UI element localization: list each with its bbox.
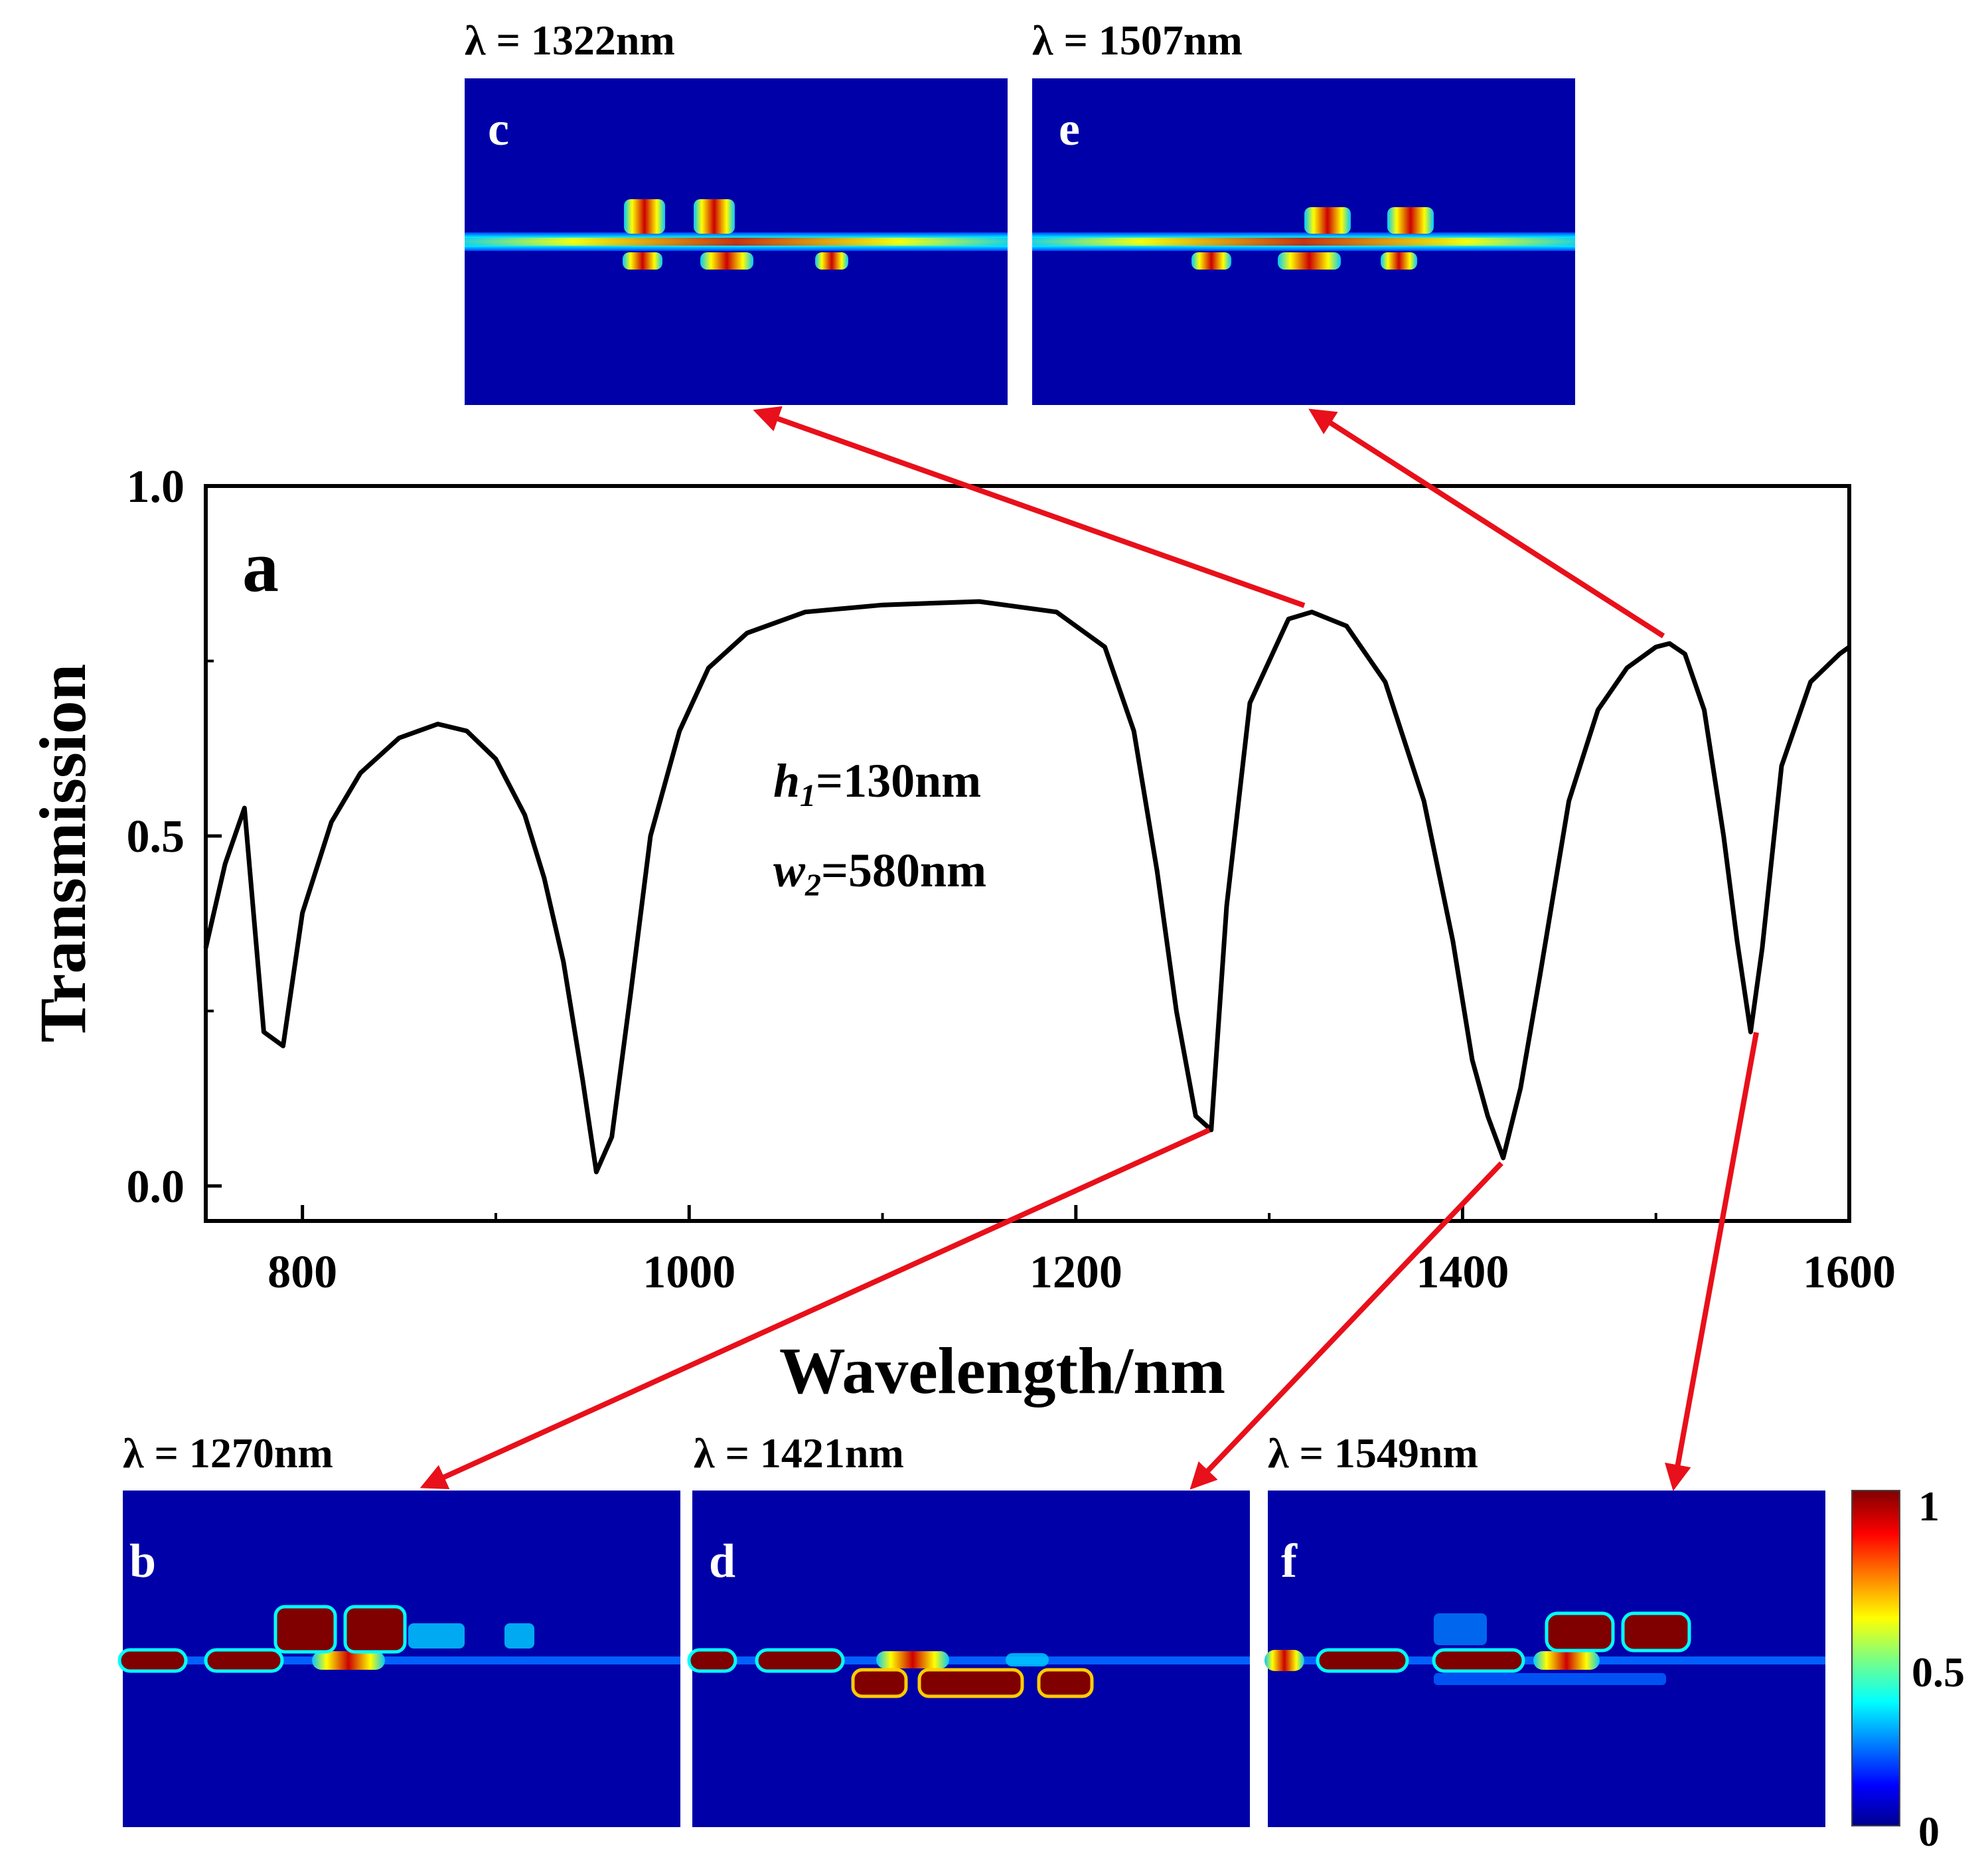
y-axis-title: Transmission bbox=[26, 664, 100, 1043]
field-map-c-spot bbox=[624, 199, 665, 234]
field-map-d-spot bbox=[687, 1648, 737, 1673]
field-map-b-spot bbox=[273, 1605, 337, 1654]
field-map-c-core bbox=[465, 238, 1008, 246]
arrow-to-e bbox=[1308, 408, 1665, 639]
field-map-b: λ = 1270nm b bbox=[117, 1429, 680, 1827]
field-map-f-spot bbox=[1264, 1650, 1304, 1671]
field-map-e-spot bbox=[1304, 207, 1351, 234]
x-tick-label: 1000 bbox=[643, 1247, 735, 1298]
field-map-e-spot bbox=[1381, 252, 1417, 270]
arrow-to-c bbox=[753, 406, 1306, 608]
colorbar: 1 0.5 0 bbox=[1851, 1483, 1965, 1855]
field-map-d-spot bbox=[917, 1668, 1024, 1698]
x-axis-ticks: 800 1000 1200 1400 1600 bbox=[268, 1205, 1896, 1298]
field-map-e-spot bbox=[1387, 207, 1434, 234]
chart-panel-letter: a bbox=[242, 526, 279, 607]
panel-letter-b: b bbox=[129, 1534, 156, 1587]
field-map-c-spot bbox=[623, 252, 662, 270]
colorbar-max-label: 1 bbox=[1918, 1483, 1940, 1530]
field-map-f-spot bbox=[1621, 1611, 1691, 1653]
field-map-d-spot bbox=[851, 1668, 908, 1698]
field-map-b-spot bbox=[343, 1605, 407, 1654]
y-tick-label: 0.0 bbox=[127, 1161, 185, 1212]
lambda-label-c: λ = 1322nm bbox=[465, 17, 675, 64]
field-map-f-spot bbox=[1545, 1611, 1615, 1653]
transmission-curve bbox=[203, 599, 1851, 1174]
x-axis-title: Wavelength/nm bbox=[779, 1334, 1225, 1408]
field-map-b-spot bbox=[408, 1623, 465, 1649]
y-tick-label: 0.5 bbox=[127, 811, 185, 862]
colorbar-min-label: 0 bbox=[1918, 1808, 1940, 1855]
y-axis-ticks: 0.0 0.5 1.0 bbox=[127, 461, 222, 1212]
field-map-b-spot bbox=[204, 1648, 284, 1673]
panel-letter-e: e bbox=[1059, 102, 1080, 155]
panel-letter-d: d bbox=[709, 1534, 735, 1587]
field-map-d-spot bbox=[755, 1648, 845, 1673]
field-map-f-spot bbox=[1316, 1648, 1409, 1673]
field-map-e-core bbox=[1032, 238, 1575, 246]
field-map-e-spot bbox=[1278, 252, 1341, 270]
field-map-f-spot bbox=[1434, 1673, 1666, 1685]
lambda-label-e: λ = 1507nm bbox=[1032, 17, 1243, 64]
field-map-d-spot bbox=[1037, 1668, 1094, 1698]
field-map-d: λ = 1421nm d bbox=[687, 1429, 1250, 1827]
field-map-e: λ = 1507nm e bbox=[1032, 17, 1575, 405]
field-map-b-spot bbox=[504, 1623, 534, 1649]
plot-frame bbox=[204, 484, 1851, 1223]
arrow-to-f bbox=[1665, 1032, 1759, 1491]
param-w2: w2=580nm bbox=[773, 844, 986, 903]
x-tick-label: 1400 bbox=[1416, 1247, 1509, 1298]
field-map-d-spot bbox=[1006, 1653, 1049, 1666]
lambda-label-f: λ = 1549nm bbox=[1268, 1429, 1478, 1477]
arrow-to-b bbox=[420, 1127, 1211, 1489]
field-map-c: λ = 1322nm c bbox=[465, 17, 1008, 405]
field-map-f-spot bbox=[1432, 1648, 1525, 1673]
field-map-c-spot bbox=[815, 252, 848, 270]
panel-letter-f: f bbox=[1281, 1534, 1298, 1587]
param-h1: h1=130nm bbox=[773, 754, 981, 813]
lambda-label-d: λ = 1421nm bbox=[694, 1429, 904, 1477]
x-tick-label: 1600 bbox=[1803, 1247, 1896, 1298]
field-map-f: λ = 1549nm f bbox=[1264, 1429, 1825, 1827]
field-map-e-spot bbox=[1191, 252, 1231, 270]
field-map-b-spot bbox=[117, 1648, 188, 1673]
panel-letter-c: c bbox=[488, 102, 509, 155]
colorbar-mid-label: 0.5 bbox=[1912, 1649, 1965, 1696]
field-map-b-spot bbox=[312, 1651, 385, 1670]
field-map-f-spot bbox=[1533, 1651, 1600, 1670]
y-tick-label: 1.0 bbox=[127, 461, 185, 513]
x-tick-label: 800 bbox=[268, 1247, 337, 1298]
colorbar-gradient bbox=[1851, 1490, 1900, 1826]
lambda-label-b: λ = 1270nm bbox=[123, 1429, 333, 1477]
x-tick-label: 1200 bbox=[1030, 1247, 1122, 1298]
field-map-c-spot bbox=[694, 199, 735, 234]
field-map-d-spot bbox=[876, 1651, 949, 1668]
arrows bbox=[420, 406, 1759, 1491]
field-map-f-spot bbox=[1434, 1613, 1487, 1645]
transmission-chart: 800 1000 1200 1400 1600 0.0 0.5 1.0 a h1=130nm… bbox=[26, 461, 1896, 1408]
arrow-to-d bbox=[1189, 1161, 1503, 1490]
field-map-c-spot bbox=[700, 252, 753, 270]
